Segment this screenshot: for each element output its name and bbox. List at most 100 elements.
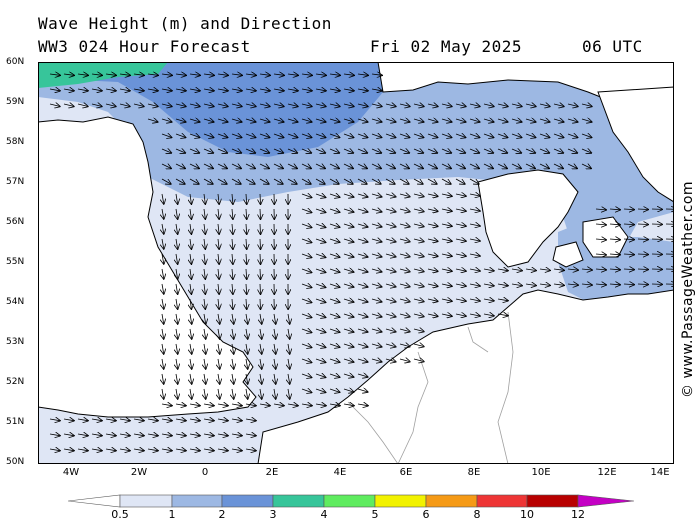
wave-arrow — [204, 388, 206, 399]
colorbar-segment — [221, 494, 274, 508]
wave-arrow — [133, 434, 144, 436]
wave-arrow — [413, 134, 423, 137]
wave-arrow — [245, 104, 256, 106]
wave-arrow — [385, 284, 396, 287]
wave-arrow — [161, 119, 172, 122]
wave-arrow — [189, 134, 199, 137]
wave-arrow — [133, 419, 144, 421]
wave-arrow — [637, 254, 648, 255]
wave-arrow — [175, 449, 186, 451]
wave-arrow — [176, 283, 178, 294]
wave-arrow — [357, 359, 368, 362]
wave-arrow — [329, 209, 340, 212]
wave-arrow — [301, 389, 311, 392]
wave-arrow — [581, 104, 592, 106]
wave-arrow — [105, 104, 116, 106]
wave-arrow — [357, 119, 368, 122]
wave-arrow — [133, 449, 144, 451]
wave-arrow — [203, 89, 214, 91]
wave-arrow — [133, 74, 144, 75]
wave-arrow — [413, 359, 424, 362]
lat-label: 55N — [6, 257, 25, 267]
wave-arrow — [413, 254, 424, 257]
wave-arrow — [609, 239, 620, 240]
lon-label: 4E — [333, 467, 347, 478]
wave-arrow — [190, 238, 191, 249]
wave-arrow — [371, 134, 381, 137]
wave-arrow — [232, 373, 234, 384]
wave-arrow — [315, 254, 325, 257]
wave-arrow — [204, 283, 205, 294]
wave-arrow — [288, 313, 290, 324]
wave-arrow — [581, 164, 591, 168]
wave-arrow — [245, 449, 256, 451]
wave-arrow — [63, 74, 74, 75]
map-title: Wave Height (m) and Direction — [38, 14, 332, 33]
forecast-time: 06 UTC — [582, 37, 643, 56]
wave-arrow — [469, 134, 479, 137]
wave-arrow — [455, 209, 466, 211]
wave-arrow — [218, 283, 219, 294]
lat-label: 57N — [6, 177, 25, 187]
wave-arrow — [77, 419, 88, 421]
wave-arrow — [413, 239, 424, 242]
wave-arrow — [190, 358, 192, 369]
wave-arrow — [176, 388, 178, 399]
wave-arrow — [315, 359, 325, 362]
wave-arrow — [539, 149, 549, 153]
wave-arrow — [357, 344, 368, 347]
wave-arrow — [399, 239, 410, 242]
wave-arrow — [357, 389, 368, 392]
wave-arrow — [427, 224, 438, 226]
wave-arrow — [162, 313, 164, 324]
wave-arrow — [217, 419, 228, 421]
wave-arrow — [525, 284, 536, 286]
denmark — [477, 169, 579, 268]
wave-arrow — [217, 149, 227, 153]
wave-arrow — [385, 209, 396, 212]
wave-arrow — [260, 223, 261, 234]
wave-arrow — [399, 224, 410, 227]
wave-arrow — [218, 358, 220, 369]
wave-arrow — [511, 164, 521, 168]
wave-arrow — [567, 269, 578, 270]
wave-arrow — [469, 299, 480, 301]
colorbar-label: 12 — [571, 508, 585, 521]
wave-arrow — [329, 269, 340, 272]
wave-arrow — [232, 313, 234, 324]
wave-arrow — [441, 134, 451, 137]
lat-label: 59N — [6, 97, 25, 107]
wave-arrow — [204, 268, 205, 279]
wave-arrow — [609, 224, 620, 225]
wave-arrow — [329, 374, 340, 377]
wave-arrow — [413, 104, 424, 106]
wave-arrow — [623, 284, 634, 285]
wave-arrow — [385, 359, 396, 362]
wave-arrow — [455, 178, 465, 184]
wave-arrow — [301, 134, 311, 137]
wave-arrow — [623, 209, 634, 210]
wave-arrow — [609, 254, 620, 255]
wave-arrow — [189, 149, 199, 153]
wave-arrow — [231, 134, 241, 137]
wave-arrow — [147, 74, 158, 75]
wave-arrow — [357, 164, 367, 168]
wave-arrow — [301, 119, 312, 122]
wave-arrow — [246, 253, 247, 264]
wave-arrow — [274, 328, 276, 339]
wave-arrow — [217, 404, 228, 406]
wave-arrow — [343, 239, 354, 242]
wave-map — [38, 62, 674, 464]
wave-arrow — [49, 419, 60, 421]
wave-arrow — [399, 329, 410, 332]
wave-arrow — [204, 373, 206, 384]
wave-arrow — [357, 329, 368, 332]
wave-arrow — [357, 404, 368, 406]
wave-arrow — [231, 149, 241, 153]
wave-arrow — [273, 104, 284, 106]
wave-arrow — [259, 104, 270, 106]
wave-arrow — [595, 284, 606, 285]
wave-arrow — [190, 223, 191, 234]
wave-arrow — [539, 284, 550, 285]
wave-arrow — [190, 343, 192, 354]
